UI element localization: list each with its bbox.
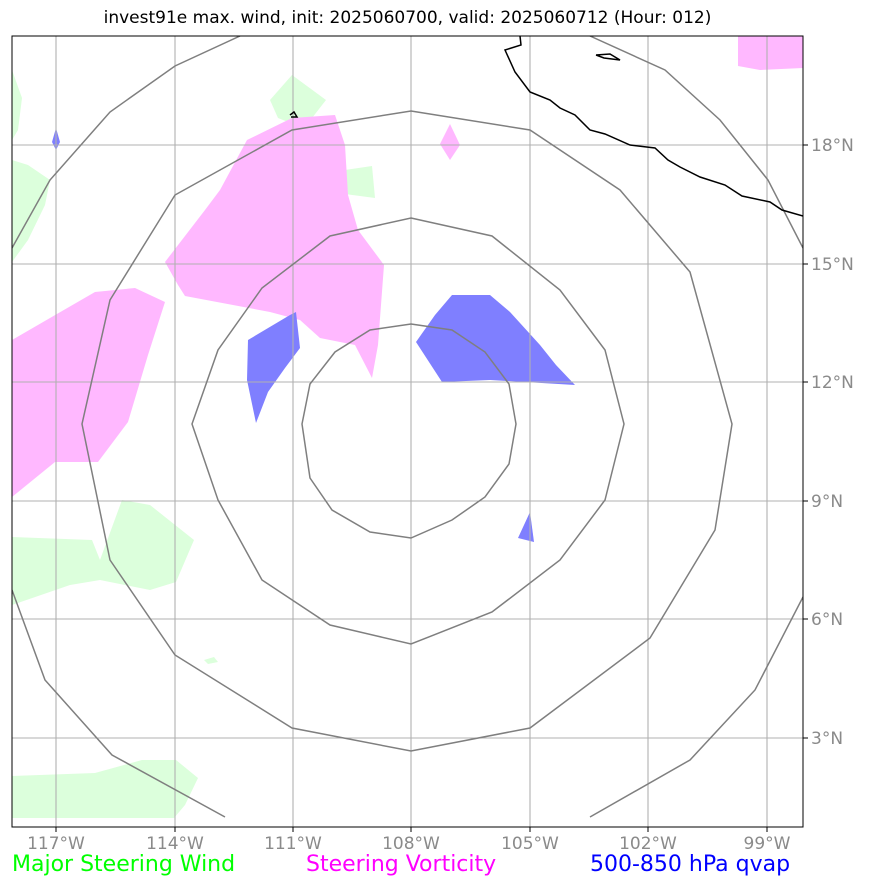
legend-qvap: 500-850 hPa qvap bbox=[590, 852, 791, 877]
lat-label: 15°N bbox=[811, 255, 854, 275]
latitude-labels: 18°N 15°N 12°N 9°N 6°N 3°N bbox=[811, 136, 854, 749]
qvap-areas bbox=[52, 128, 575, 542]
lat-label: 6°N bbox=[811, 610, 843, 630]
range-rings bbox=[12, 36, 803, 818]
lon-label: 117°W bbox=[27, 834, 85, 854]
range-ring-1 bbox=[301, 323, 517, 539]
tick-marks bbox=[55, 144, 808, 832]
lat-label: 18°N bbox=[811, 136, 854, 156]
lon-label: 114°W bbox=[146, 834, 204, 854]
gridlines bbox=[12, 36, 803, 827]
lon-label: 105°W bbox=[501, 834, 559, 854]
lat-label: 3°N bbox=[811, 729, 843, 749]
lon-label: 108°W bbox=[382, 834, 440, 854]
range-ring-4 bbox=[12, 36, 241, 249]
lon-label: 102°W bbox=[619, 834, 677, 854]
map-title: invest91e max. wind, init: 2025060700, v… bbox=[103, 8, 712, 28]
range-ring-2 bbox=[191, 217, 625, 645]
legend-steering-vorticity: Steering Vorticity bbox=[306, 852, 497, 877]
lon-label: 111°W bbox=[264, 834, 322, 854]
lat-label: 9°N bbox=[811, 492, 843, 512]
coastline bbox=[289, 36, 803, 217]
lat-label: 12°N bbox=[811, 373, 854, 393]
range-ring-3 bbox=[81, 110, 733, 752]
legend-steering-wind: Major Steering Wind bbox=[12, 852, 236, 877]
longitude-labels: 117°W 114°W 111°W 108°W 105°W 102°W 99°W bbox=[27, 834, 791, 854]
plot-frame bbox=[11, 35, 804, 828]
lon-label: 99°W bbox=[744, 834, 791, 854]
steering-wind-areas bbox=[12, 70, 375, 818]
